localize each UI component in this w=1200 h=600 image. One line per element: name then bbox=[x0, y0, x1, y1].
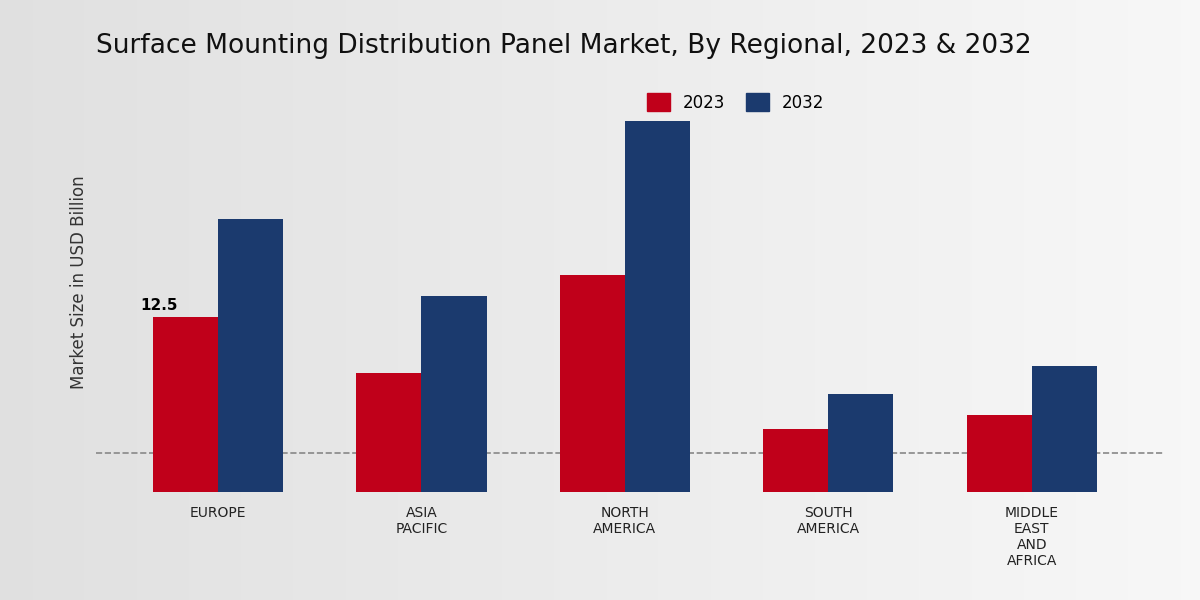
Bar bbox=[1032, 366, 1097, 492]
Y-axis label: Market Size in USD Billion: Market Size in USD Billion bbox=[70, 175, 88, 389]
Text: Surface Mounting Distribution Panel Market, By Regional, 2023 & 2032: Surface Mounting Distribution Panel Mark… bbox=[96, 32, 1032, 59]
Bar bbox=[625, 121, 690, 492]
Legend: 2023, 2032: 2023, 2032 bbox=[647, 93, 824, 112]
Bar bbox=[356, 373, 421, 492]
Bar bbox=[152, 317, 218, 492]
Bar bbox=[560, 275, 625, 492]
Bar bbox=[421, 296, 486, 492]
Text: 12.5: 12.5 bbox=[140, 298, 178, 313]
Bar bbox=[967, 415, 1032, 492]
Bar bbox=[828, 394, 894, 492]
Bar bbox=[218, 219, 283, 492]
Bar bbox=[763, 429, 828, 492]
